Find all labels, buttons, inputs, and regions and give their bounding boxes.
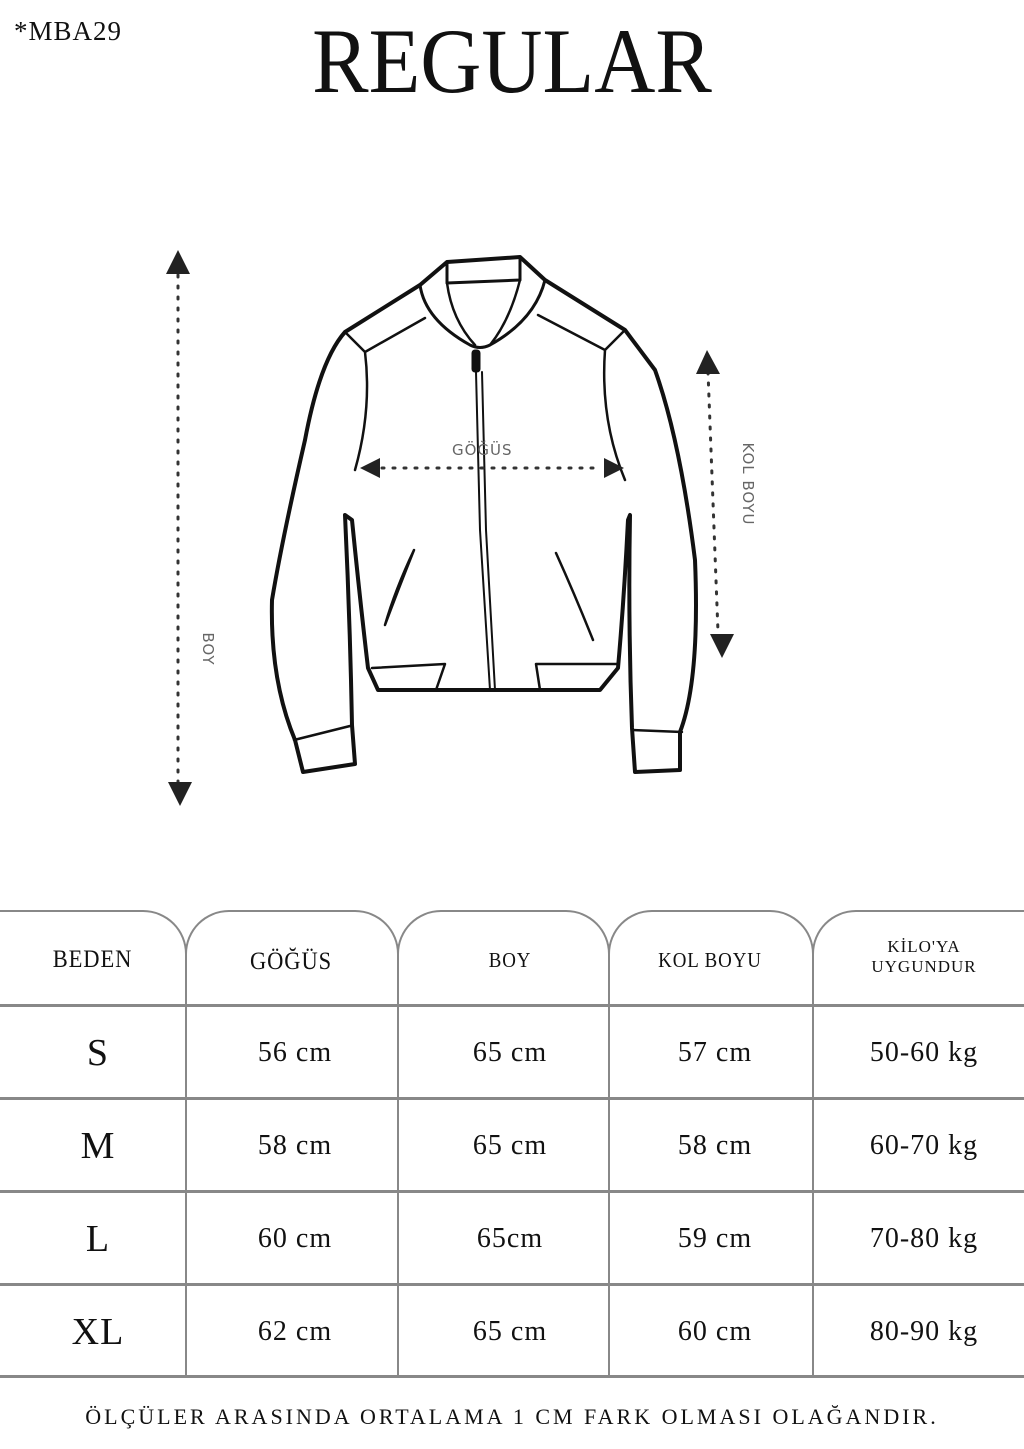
sleeve-arrow [696,350,734,658]
arrow-down-icon [710,634,734,658]
size-cell: XL [71,1311,125,1353]
value-cell: 60-70 kg [869,1130,979,1161]
value-cell: 59 cm [677,1223,753,1254]
chest-label: GÖĞÜS [452,441,513,459]
length-arrow [166,250,192,806]
arrow-up-icon [696,350,720,374]
size-cell: M [80,1125,116,1167]
footer-note: ÖLÇÜLER ARASINDA ORTALAMA 1 CM FARK OLMA… [85,1404,939,1429]
sleeve-label: KOL BOYU [739,442,757,526]
value-cell: 65cm [476,1223,544,1254]
value-cell: 60 cm [257,1223,333,1254]
header-kilo-line2: UYGUNDUR [871,957,977,976]
header-kol-boyu: KOL BOYU [658,947,762,972]
header-gogus: GÖĞÜS [249,948,333,975]
value-cell: 58 cm [677,1130,753,1161]
chest-arrow [360,458,624,478]
arrow-down-icon [168,782,192,806]
header-boy: BOY [488,947,532,972]
product-code: *MBA29 [14,16,123,46]
size-cell: S [86,1032,110,1074]
column-kilo [812,910,1024,1376]
value-cell: 65 cm [472,1130,548,1161]
fit-title: REGULAR [312,10,712,112]
value-cell: 56 cm [257,1037,333,1068]
value-cell: 58 cm [257,1130,333,1161]
jacket-outline [269,255,698,774]
value-cell: 65 cm [472,1316,548,1347]
value-cell: 70-80 kg [869,1223,979,1254]
header-kilo-line1: KİLO'YA [887,937,961,956]
value-cell: 62 cm [257,1316,333,1347]
size-table: BEDEN GÖĞÜS BOY KOL BOYU KİLO'YA UYGUNDU… [0,910,1024,1378]
header-beden: BEDEN [52,946,133,973]
value-cell: 65 cm [472,1037,548,1068]
value-cell: 50-60 kg [869,1037,979,1068]
arrow-up-icon [166,250,190,274]
value-cell: 60 cm [677,1316,753,1347]
value-cell: 57 cm [677,1037,753,1068]
arrow-right-icon [604,458,624,478]
jacket-diagram [166,250,734,806]
header-kilo: KİLO'YA UYGUNDUR [812,932,1024,982]
arrow-left-icon [360,458,380,478]
length-label: BOY [199,632,217,666]
value-cell: 80-90 kg [869,1316,979,1347]
size-cell: L [85,1218,111,1260]
